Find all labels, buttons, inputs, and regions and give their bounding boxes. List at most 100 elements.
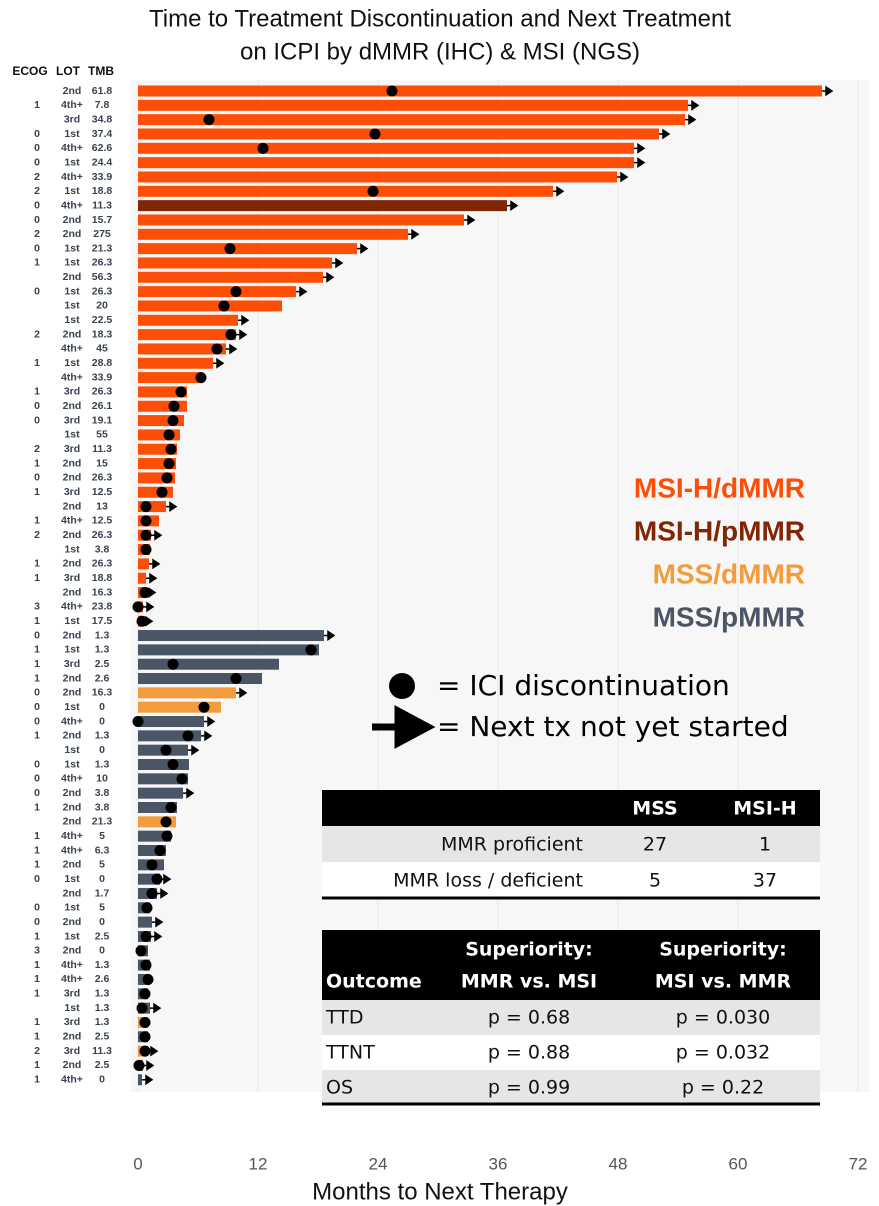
- bar: [138, 99, 688, 111]
- row-label: 2nd: [63, 400, 82, 412]
- bar: [138, 200, 507, 212]
- ongoing-arrow: [146, 572, 158, 584]
- table-header-cell: MSS: [632, 798, 677, 820]
- x-tick-label: 12: [249, 1154, 268, 1173]
- bar: [138, 730, 201, 742]
- row-label: 5: [99, 830, 105, 842]
- discontinuation-dot: [161, 472, 173, 484]
- row-label: 2.6: [95, 973, 110, 985]
- ongoing-arrow: [553, 185, 565, 197]
- row-label: 18.8: [92, 185, 113, 197]
- row-label: 1: [34, 988, 40, 1000]
- table-cell: p = 0.22: [682, 1077, 764, 1099]
- x-tick-label: 72: [849, 1154, 868, 1173]
- row-label: 17.5: [92, 615, 113, 627]
- row-label: 0: [34, 199, 40, 211]
- row-label: 1: [34, 386, 40, 398]
- row-label: 0: [34, 414, 40, 426]
- row-label: 1: [34, 1016, 40, 1028]
- discontinuation-dot: [305, 644, 317, 656]
- ongoing-arrow: [507, 200, 519, 212]
- ongoing-arrow: [324, 630, 336, 641]
- row-label: 4th+: [61, 343, 83, 355]
- row-label: 0: [34, 687, 40, 699]
- row-label: 2: [34, 185, 40, 197]
- discontinuation-dot: [151, 873, 163, 885]
- row-label: 4th+: [61, 959, 83, 971]
- row-label: 1: [34, 644, 40, 656]
- row-label: 2nd: [63, 787, 82, 799]
- ongoing-arrow: [236, 329, 248, 341]
- bar: [138, 558, 149, 570]
- row-label: 2nd: [63, 801, 82, 813]
- row-label: 1.3: [95, 629, 110, 641]
- row-label: 1st: [64, 242, 80, 254]
- row-label: 7.8: [95, 99, 110, 111]
- row-label: 4th+: [61, 515, 83, 527]
- ongoing-arrow: [157, 888, 169, 899]
- row-label: 2nd: [63, 887, 82, 899]
- bar: [138, 257, 332, 269]
- discontinuation-dot: [369, 128, 381, 140]
- bar: [138, 171, 617, 183]
- row-label: 2: [34, 171, 40, 183]
- row-label: 3rd: [64, 988, 80, 1000]
- row-label: 61.8: [92, 85, 113, 97]
- row-label: 0: [99, 1074, 105, 1086]
- row-label: 2: [34, 228, 40, 240]
- table-header-cell: Outcome: [326, 971, 422, 993]
- bar: [138, 873, 160, 885]
- row-label: 1.3: [95, 959, 110, 971]
- row-label: 5: [99, 902, 105, 914]
- row-label: 1: [34, 1059, 40, 1071]
- row-label: 0: [99, 744, 105, 756]
- row-label: 34.8: [92, 113, 113, 125]
- row-label: 1.3: [95, 730, 110, 742]
- legend-text: = ICI discontinuation: [437, 669, 730, 702]
- row-label: 2nd: [63, 730, 82, 742]
- ongoing-arrow: [236, 687, 248, 699]
- row-label: 19.1: [92, 414, 113, 426]
- discontinuation-dot: [257, 142, 269, 154]
- ongoing-arrow: [634, 142, 646, 154]
- ongoing-arrow: [204, 716, 216, 727]
- discontinuation-dot: [135, 945, 147, 957]
- ongoing-arrow: [151, 931, 163, 942]
- discontinuation-dot: [168, 400, 180, 412]
- x-tick-label: 36: [489, 1154, 508, 1173]
- bar: [138, 501, 166, 513]
- discontinuation-dot: [218, 300, 230, 312]
- x-tick-label: 24: [369, 1154, 388, 1173]
- table-header-cell: MMR vs. MSI: [461, 971, 597, 993]
- row-label: 0: [99, 715, 105, 727]
- discontinuation-dot: [132, 601, 144, 613]
- row-label: 1: [34, 730, 40, 742]
- row-label: 0: [34, 701, 40, 713]
- row-label: 1: [34, 257, 40, 269]
- ongoing-arrow: [143, 601, 155, 613]
- table-row: [322, 1035, 820, 1070]
- bar: [138, 716, 204, 728]
- bar: [138, 300, 282, 312]
- row-label: 12.5: [92, 515, 113, 527]
- row-label: 1.3: [95, 988, 110, 1000]
- row-label: 62.6: [92, 142, 113, 154]
- row-label: 2: [34, 529, 40, 541]
- ongoing-arrow: [822, 85, 834, 97]
- row-label: 0: [34, 400, 40, 412]
- row-label: 0: [34, 773, 40, 785]
- row-label: 2nd: [63, 328, 82, 340]
- table-header-cell: MSI vs. MMR: [655, 971, 792, 993]
- bar: [138, 357, 213, 369]
- discontinuation-dot: [198, 701, 210, 713]
- bar: [138, 142, 634, 154]
- discontinuation-dot: [175, 386, 187, 398]
- row-label: 1st: [64, 930, 80, 942]
- ongoing-arrow: [226, 343, 238, 355]
- row-label: 2nd: [63, 859, 82, 871]
- discontinuation-dot: [139, 587, 151, 599]
- discontinuation-dot: [203, 114, 215, 126]
- bar: [138, 773, 188, 785]
- column-header: LOT: [56, 64, 81, 78]
